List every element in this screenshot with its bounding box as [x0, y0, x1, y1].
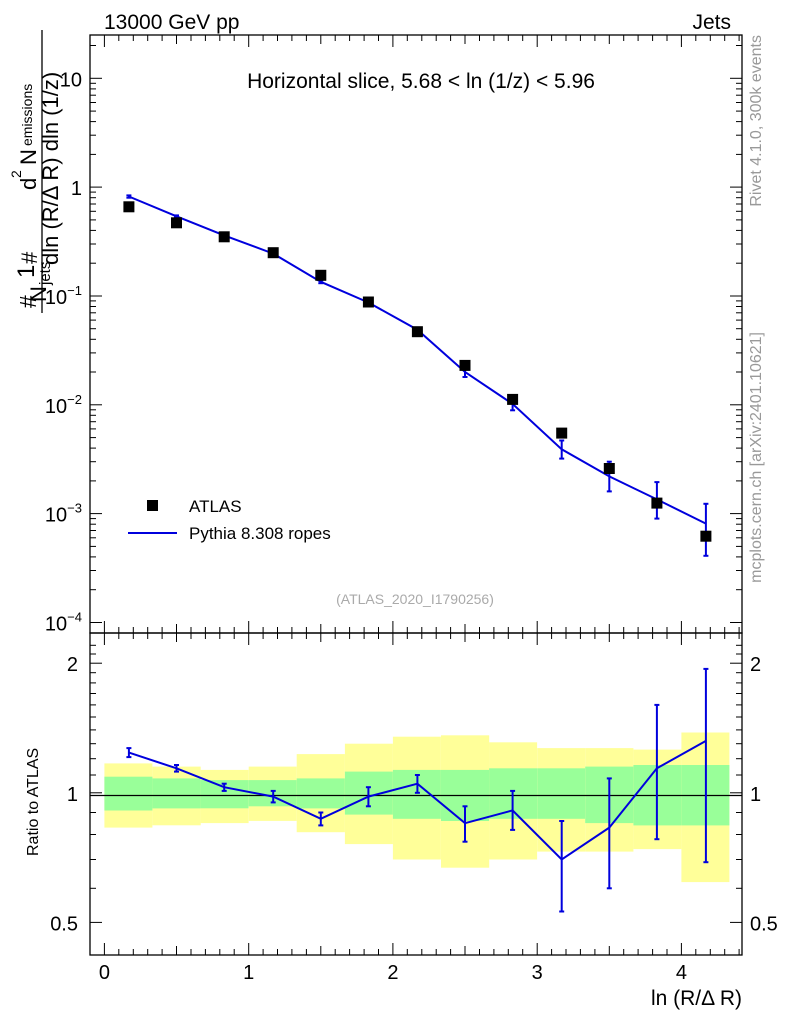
- ratio-y-tick-label-left: 1: [67, 784, 78, 806]
- x-axis-label: ln (R/Δ R): [651, 987, 742, 1010]
- ratio-y-tick-label-right: 1: [750, 784, 761, 806]
- ratio-y-tick-label-right: 0.5: [750, 913, 778, 935]
- ratio-stat-band: [104, 776, 153, 811]
- svg-text:#: #: [15, 295, 41, 308]
- legend-atlas-marker: [147, 500, 158, 511]
- ratio-y-tick-label-left: 0.5: [50, 913, 78, 935]
- svg-text:emissions: emissions: [19, 84, 35, 146]
- legend-atlas-label: ATLAS: [189, 497, 242, 516]
- svg-text:2: 2: [8, 170, 24, 178]
- analysis-reference-label: (ATLAS_2020_I1790256): [336, 591, 494, 607]
- x-tick-label: 0: [99, 962, 110, 984]
- x-tick-label: 2: [387, 962, 398, 984]
- x-tick-label: 4: [676, 962, 687, 984]
- header-energy-label: 13000 GeV pp: [104, 11, 239, 34]
- atlas-data-point: [267, 247, 279, 259]
- legend: ATLAS Pythia 8.308 ropes: [128, 497, 331, 543]
- svg-text:d: d: [16, 178, 41, 190]
- main-y-tick-label: 10−1: [45, 283, 82, 309]
- header-category-label: Jets: [692, 11, 731, 34]
- svg-text:#: #: [17, 251, 42, 264]
- ratio-plot-panel: 0.5 0.5 1 1 2 2 0 1 2 3 4 Ratio to ATLAS ln (R/Δ …: [25, 632, 778, 1010]
- svg-text:N: N: [16, 149, 41, 165]
- atlas-data-point: [507, 393, 519, 405]
- main-y-tick-label: 10: [60, 69, 82, 91]
- atlas-data-point: [218, 231, 230, 243]
- atlas-data-point: [603, 463, 615, 474]
- ratio-stat-band: [296, 778, 345, 809]
- atlas-data-point: [411, 326, 423, 338]
- pythia-main-line: [128, 195, 707, 525]
- ratio-stat-band: [152, 778, 201, 809]
- atlas-data-point: [123, 201, 135, 213]
- atlas-data-point: [459, 359, 471, 371]
- ratio-y-axis-label: Ratio to ATLAS: [25, 748, 42, 856]
- svg-text:jets: jets: [37, 262, 54, 286]
- main-y-tick-label: 10−3: [45, 501, 82, 527]
- svg-text:1: 1: [13, 265, 40, 278]
- atlas-data-point: [315, 269, 327, 281]
- ratio-plot-frame: [89, 632, 743, 956]
- mcplots-label: mcplots.cern.ch [arXiv:2401.10621]: [748, 332, 765, 583]
- rivet-version-label: Rivet 4.1.0, 300k events: [748, 35, 765, 207]
- main-y-tick-label: 10−2: [45, 392, 82, 418]
- atlas-data-point: [171, 217, 182, 229]
- main-y-tick-label: 10−4: [45, 610, 82, 636]
- x-tick-label: 3: [532, 962, 543, 984]
- ratio-stat-band: [537, 768, 586, 819]
- atlas-data-point: [651, 497, 663, 509]
- ratio-y-tick-label-left: 2: [67, 654, 78, 676]
- legend-pythia-label: Pythia 8.308 ropes: [189, 524, 331, 543]
- atlas-data-point: [556, 427, 568, 439]
- main-plot-panel: 10−4 10−3 10−2 10−1 1 10 Horizontal slice, 5.…: [8, 30, 743, 636]
- main-y-tick-label: 1: [71, 178, 82, 200]
- atlas-data-point: [362, 296, 374, 308]
- x-tick-label: 1: [243, 962, 254, 984]
- atlas-data-point: [700, 530, 712, 542]
- main-y-axis-label: # 1 N jets d 2 N emissions # dln (R/Δ R)…: [8, 30, 63, 313]
- svg-text:N: N: [26, 286, 51, 302]
- main-plot-title: Horizontal slice, 5.68 < ln (1/z) < 5.96: [247, 70, 595, 93]
- ratio-y-tick-label-right: 2: [750, 654, 761, 676]
- svg-text:dln (R/Δ R) dln (1/z): dln (R/Δ R) dln (1/z): [38, 72, 63, 265]
